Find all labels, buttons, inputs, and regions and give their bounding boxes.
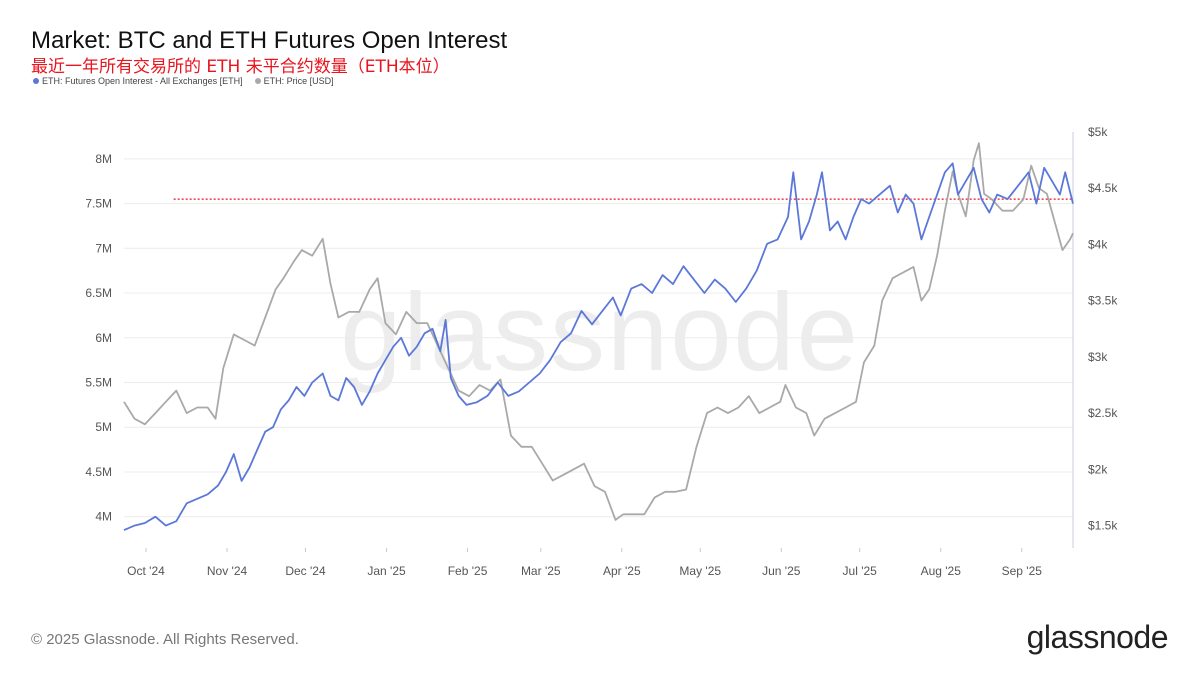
x-tick-label: Jul '25 bbox=[843, 564, 878, 578]
legend-label-price: ETH: Price [USD] bbox=[263, 76, 334, 86]
y-left-tick-label: 6M bbox=[95, 331, 112, 345]
y-right-tick-label: $4.5k bbox=[1088, 181, 1118, 195]
y-left-tick-label: 7.5M bbox=[85, 197, 112, 211]
legend-dot-open-interest bbox=[33, 78, 39, 84]
legend-dot-price bbox=[254, 78, 261, 84]
x-tick-label: Jun '25 bbox=[762, 564, 801, 578]
x-tick-label: Aug '25 bbox=[921, 564, 962, 578]
y-right-tick-label: $3.5k bbox=[1088, 294, 1118, 308]
y-right-tick-label: $2k bbox=[1088, 462, 1108, 476]
legend-item-price[interactable]: ETH: Price [USD] bbox=[254, 76, 334, 86]
gridlines bbox=[124, 158, 1073, 518]
glassnode-logo[interactable]: glassnode bbox=[1026, 619, 1169, 655]
watermark-logo: glassnode bbox=[340, 271, 860, 394]
x-tick-label: Mar '25 bbox=[521, 564, 561, 578]
series-line-open-interest bbox=[123, 162, 1074, 531]
y-left-tick-label: 8M bbox=[95, 152, 112, 166]
y-right-tick-label: $3k bbox=[1088, 350, 1108, 364]
y-right-tick-label: $1.5k bbox=[1088, 519, 1118, 533]
y-left-tick-label: 6.5M bbox=[85, 286, 112, 300]
x-tick-label: Jan '25 bbox=[367, 564, 406, 578]
x-tick-label: Sep '25 bbox=[1002, 564, 1043, 578]
y-left-tick-label: 4.5M bbox=[85, 465, 112, 479]
y-right-tick-label: $4k bbox=[1088, 237, 1108, 251]
chart-legend: ETH: Futures Open Interest - All Exchang… bbox=[33, 76, 334, 86]
legend-label-open-interest: ETH: Futures Open Interest - All Exchang… bbox=[42, 76, 243, 86]
y-left-tick-label: 7M bbox=[95, 241, 112, 255]
copyright-footer: © 2025 Glassnode. All Rights Reserved. bbox=[31, 631, 299, 648]
y-left-tick-label: 5.5M bbox=[85, 375, 112, 389]
series-line-price bbox=[123, 142, 1074, 521]
chart-subtitle: 最近一年所有交易所的 ETH 未平合约数量（ETH本位） bbox=[31, 57, 450, 77]
x-tick-label: Feb '25 bbox=[448, 564, 488, 578]
axes: 4M 4.5M 5M 5.5M 6M 6.5M 7M 7.5M 8M $1.5k $2k $2.5k $… bbox=[85, 125, 1118, 578]
y-right-tick-label: $2.5k bbox=[1088, 406, 1118, 420]
y-left-tick-label: 4M bbox=[95, 510, 112, 524]
x-tick-label: Oct '24 bbox=[127, 564, 165, 578]
y-left-tick-label: 5M bbox=[95, 420, 112, 434]
y-right-tick-label: $5k bbox=[1088, 125, 1108, 139]
x-tick-label: May '25 bbox=[679, 564, 721, 578]
series-lines bbox=[123, 142, 1074, 531]
x-tick-label: Nov '24 bbox=[207, 564, 248, 578]
x-tick-label: Dec '24 bbox=[285, 564, 326, 578]
x-tick-label: Apr '25 bbox=[603, 564, 641, 578]
chart-title: Market: BTC and ETH Futures Open Interes… bbox=[31, 27, 508, 54]
legend-item-open-interest[interactable]: ETH: Futures Open Interest - All Exchang… bbox=[33, 76, 243, 86]
